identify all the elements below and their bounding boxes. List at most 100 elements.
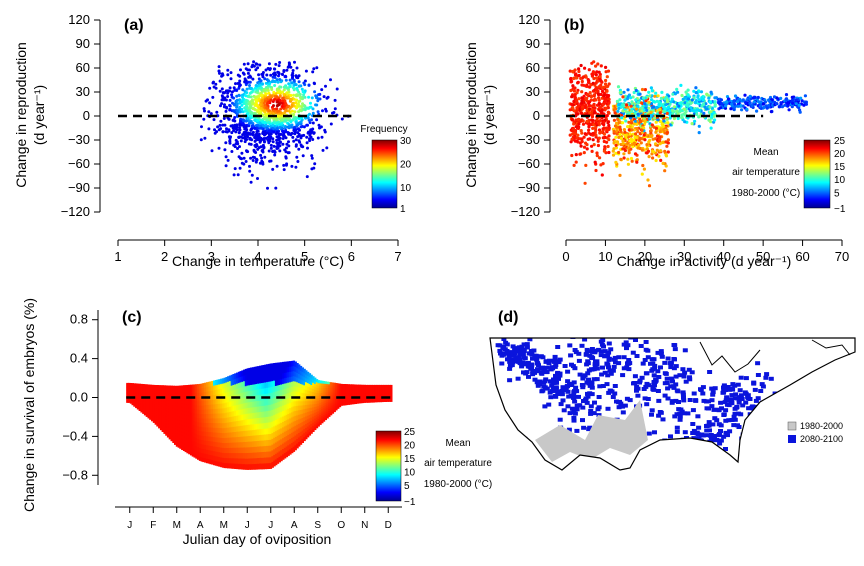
panel-c-area-cell [133,403,136,406]
panel-a-point [263,110,267,114]
panel-b-point [605,128,609,132]
panel-c-area-cell [283,436,287,443]
panel-c-area-cell [136,404,140,407]
panel-c-area-cell [287,413,290,420]
panel-c-area-cell [232,457,235,464]
panel-b-point [680,115,684,120]
panel-c-area-cell [260,434,264,441]
panel-a-point [264,113,268,117]
panel-c-area-cell [218,403,221,409]
panel-c-area-cell [129,383,133,385]
panel-c-area-cell [128,385,131,387]
panel-c-area-cell [297,378,301,384]
panel-a-point [237,86,241,90]
panel-b-point [665,111,669,116]
panel-c-area-cell [292,416,296,422]
panel-c-area-cell [170,431,173,436]
panel-c-area-cell [198,392,202,398]
panel-c-area-cell [218,456,221,462]
panel-a-point [273,153,277,157]
panel-c-area-cell [204,391,207,397]
panel-c-area-cell [308,387,312,391]
panel-c-area-cell [225,382,228,388]
panel-a-point [286,125,290,129]
panel-b-point [588,104,592,108]
panel-c-area-cell [195,425,198,430]
panel-c-area-cell [310,404,313,408]
panel-c-area-cell [140,397,143,400]
panel-b-x-tick-label: 0 [562,249,569,264]
panel-c-area-cell [296,410,299,416]
panel-b-point [615,121,619,125]
panel-c-area-cell [135,406,138,409]
panel-c-area-cell [255,372,258,379]
panel-b-point [783,103,787,107]
panel-a-point [273,150,277,154]
panel-a-point [243,140,247,144]
panel-c-area-cell [230,421,234,428]
panel-c-area-cell [159,400,163,403]
panel-c-area-cell [202,413,205,419]
panel-c-area-cell [257,400,260,407]
panel-c-area-cell [292,380,296,387]
panel-c-area-cell [168,432,172,437]
panel-c-area-cell [266,387,269,394]
panel-c-area-cell [218,451,221,457]
panel-b-point [614,151,618,155]
panel-c-area-cell [207,454,211,460]
panel-b-point [595,118,599,122]
panel-c-area-cell [310,397,313,402]
panel-c-area-cell [158,411,161,415]
panel-c-area-cell [266,433,269,441]
panel-c-area-cell [128,399,131,401]
panel-c-area-cell [269,421,273,429]
panel-c-area-cell [269,392,273,399]
panel-c-area-cell [264,462,267,470]
panel-c-area-cell [234,415,237,422]
panel-c-area-cell [158,425,161,429]
panel-b-point [713,96,717,100]
panel-c-area-cell [280,373,283,380]
panel-b-point [695,112,699,116]
panel-c-area-cell [175,422,179,427]
panel-a-point [265,106,269,110]
panel-c-area-cell [264,422,267,429]
panel-c-area-cell [280,405,283,412]
panel-c-area-cell [296,438,299,444]
panel-c-area-cell [267,410,271,417]
panel-b-point [797,103,801,107]
panel-a-point [228,86,232,90]
panel-a-point [275,117,279,121]
panel-b-point [666,150,670,154]
panel-c-area-cell [260,371,264,378]
panel-c-area-cell [283,409,287,416]
panel-c-area-cell [184,388,188,393]
panel-c-area-cell [236,425,239,432]
panel-b-point [600,96,604,100]
panel-c-area-cell [289,397,292,403]
panel-b-point [798,110,802,114]
panel-b-point [639,141,643,145]
panel-a-point [321,148,325,152]
panel-c-area-cell [251,378,255,385]
panel-a-colorbar-title: Frequency [360,124,407,135]
panel-c-area-cell [243,447,246,454]
panel-c-area-cell [255,366,258,373]
panel-a-point [296,135,300,139]
panel-c-area-cell [191,384,195,389]
panel-a-point [238,74,242,78]
panel-b-point [630,109,634,114]
panel-a-point [232,129,236,132]
panel-c-area-cell [145,384,149,387]
panel-c-area-cell [191,440,195,445]
panel-a-point [244,119,248,123]
panel-c-area-cell [306,433,310,438]
panel-a-point [283,85,287,89]
panel-c-area-cell [179,427,182,432]
panel-c-area-cell [273,431,276,438]
panel-c-area-cell [174,428,177,432]
panel-c-area-cell [287,392,290,399]
panel-a-point [264,123,268,127]
panel-a-point [301,102,304,106]
panel-c-area-cell [250,452,253,459]
